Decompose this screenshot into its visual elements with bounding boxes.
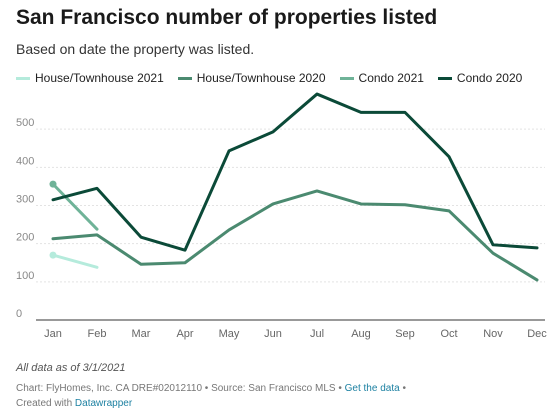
x-tick-label: Apr	[176, 328, 193, 340]
x-tick-label: Jun	[264, 328, 282, 340]
y-tick-label: 300	[16, 194, 34, 206]
source-credit: Chart: FlyHomes, Inc. CA DRE#02012110 • …	[16, 383, 345, 394]
series-line-condo-2021	[51, 182, 99, 231]
legend-label: Condo 2020	[456, 71, 523, 85]
x-tick-label: May	[219, 328, 240, 340]
legend-swatch	[339, 76, 354, 80]
y-tick-label: 100	[16, 270, 34, 282]
chart-legend: House/Townhouse 2021 House/Townhouse 2020…	[16, 71, 536, 85]
legend-item: Condo 2021	[339, 71, 424, 85]
x-tick-label: Nov	[483, 328, 503, 340]
legend-label: Condo 2021	[358, 71, 424, 85]
x-tick-label: Jul	[310, 328, 324, 340]
x-tick-label: Mar	[132, 328, 151, 340]
x-tick-label: Aug	[351, 328, 371, 340]
series-line-house-townhouse-2021	[51, 253, 99, 269]
legend-swatch	[437, 76, 452, 80]
series-line-house-townhouse-2020	[51, 189, 539, 282]
created-with-label: Created with	[16, 398, 75, 409]
legend-swatch	[16, 76, 30, 80]
series-start-point-condo-2021	[49, 180, 57, 188]
legend-item: House/Townhouse 2021	[16, 71, 164, 85]
data-date-note: All data as of 3/1/2021	[16, 362, 126, 374]
footer-separator: •	[399, 383, 406, 394]
x-tick-label: Feb	[88, 328, 107, 340]
get-data-link[interactable]: Get the data	[344, 383, 400, 394]
y-tick-label: 200	[16, 232, 34, 244]
line-chart: 0 100 200 300 400 500 Jan Feb Mar Apr May Jun Jul Aug…	[16, 92, 547, 340]
chart-footer: Chart: FlyHomes, Inc. CA DRE#02012110 • …	[16, 381, 406, 411]
legend-item: House/Townhouse 2020	[177, 71, 326, 85]
legend-label: House/Townhouse 2021	[35, 71, 164, 85]
y-tick-label: 500	[16, 117, 34, 129]
series-start-point-house-townhouse-2021	[49, 251, 57, 259]
x-tick-label: Sep	[395, 328, 415, 340]
legend-swatch	[177, 76, 192, 80]
series-line-condo-2020	[51, 92, 539, 252]
x-tick-label: Dec	[527, 328, 547, 340]
y-tick-label: 400	[16, 155, 34, 167]
legend-item: Condo 2020	[437, 71, 523, 85]
chart-title: San Francisco number of properties liste…	[16, 6, 438, 29]
x-tick-label: Jan	[44, 328, 62, 340]
x-tick-label: Oct	[440, 328, 457, 340]
y-tick-label: 0	[16, 308, 22, 320]
legend-label: House/Townhouse 2020	[196, 71, 326, 85]
datawrapper-link[interactable]: Datawrapper	[74, 398, 133, 409]
chart-subtitle: Based on date the property was listed.	[16, 41, 255, 57]
